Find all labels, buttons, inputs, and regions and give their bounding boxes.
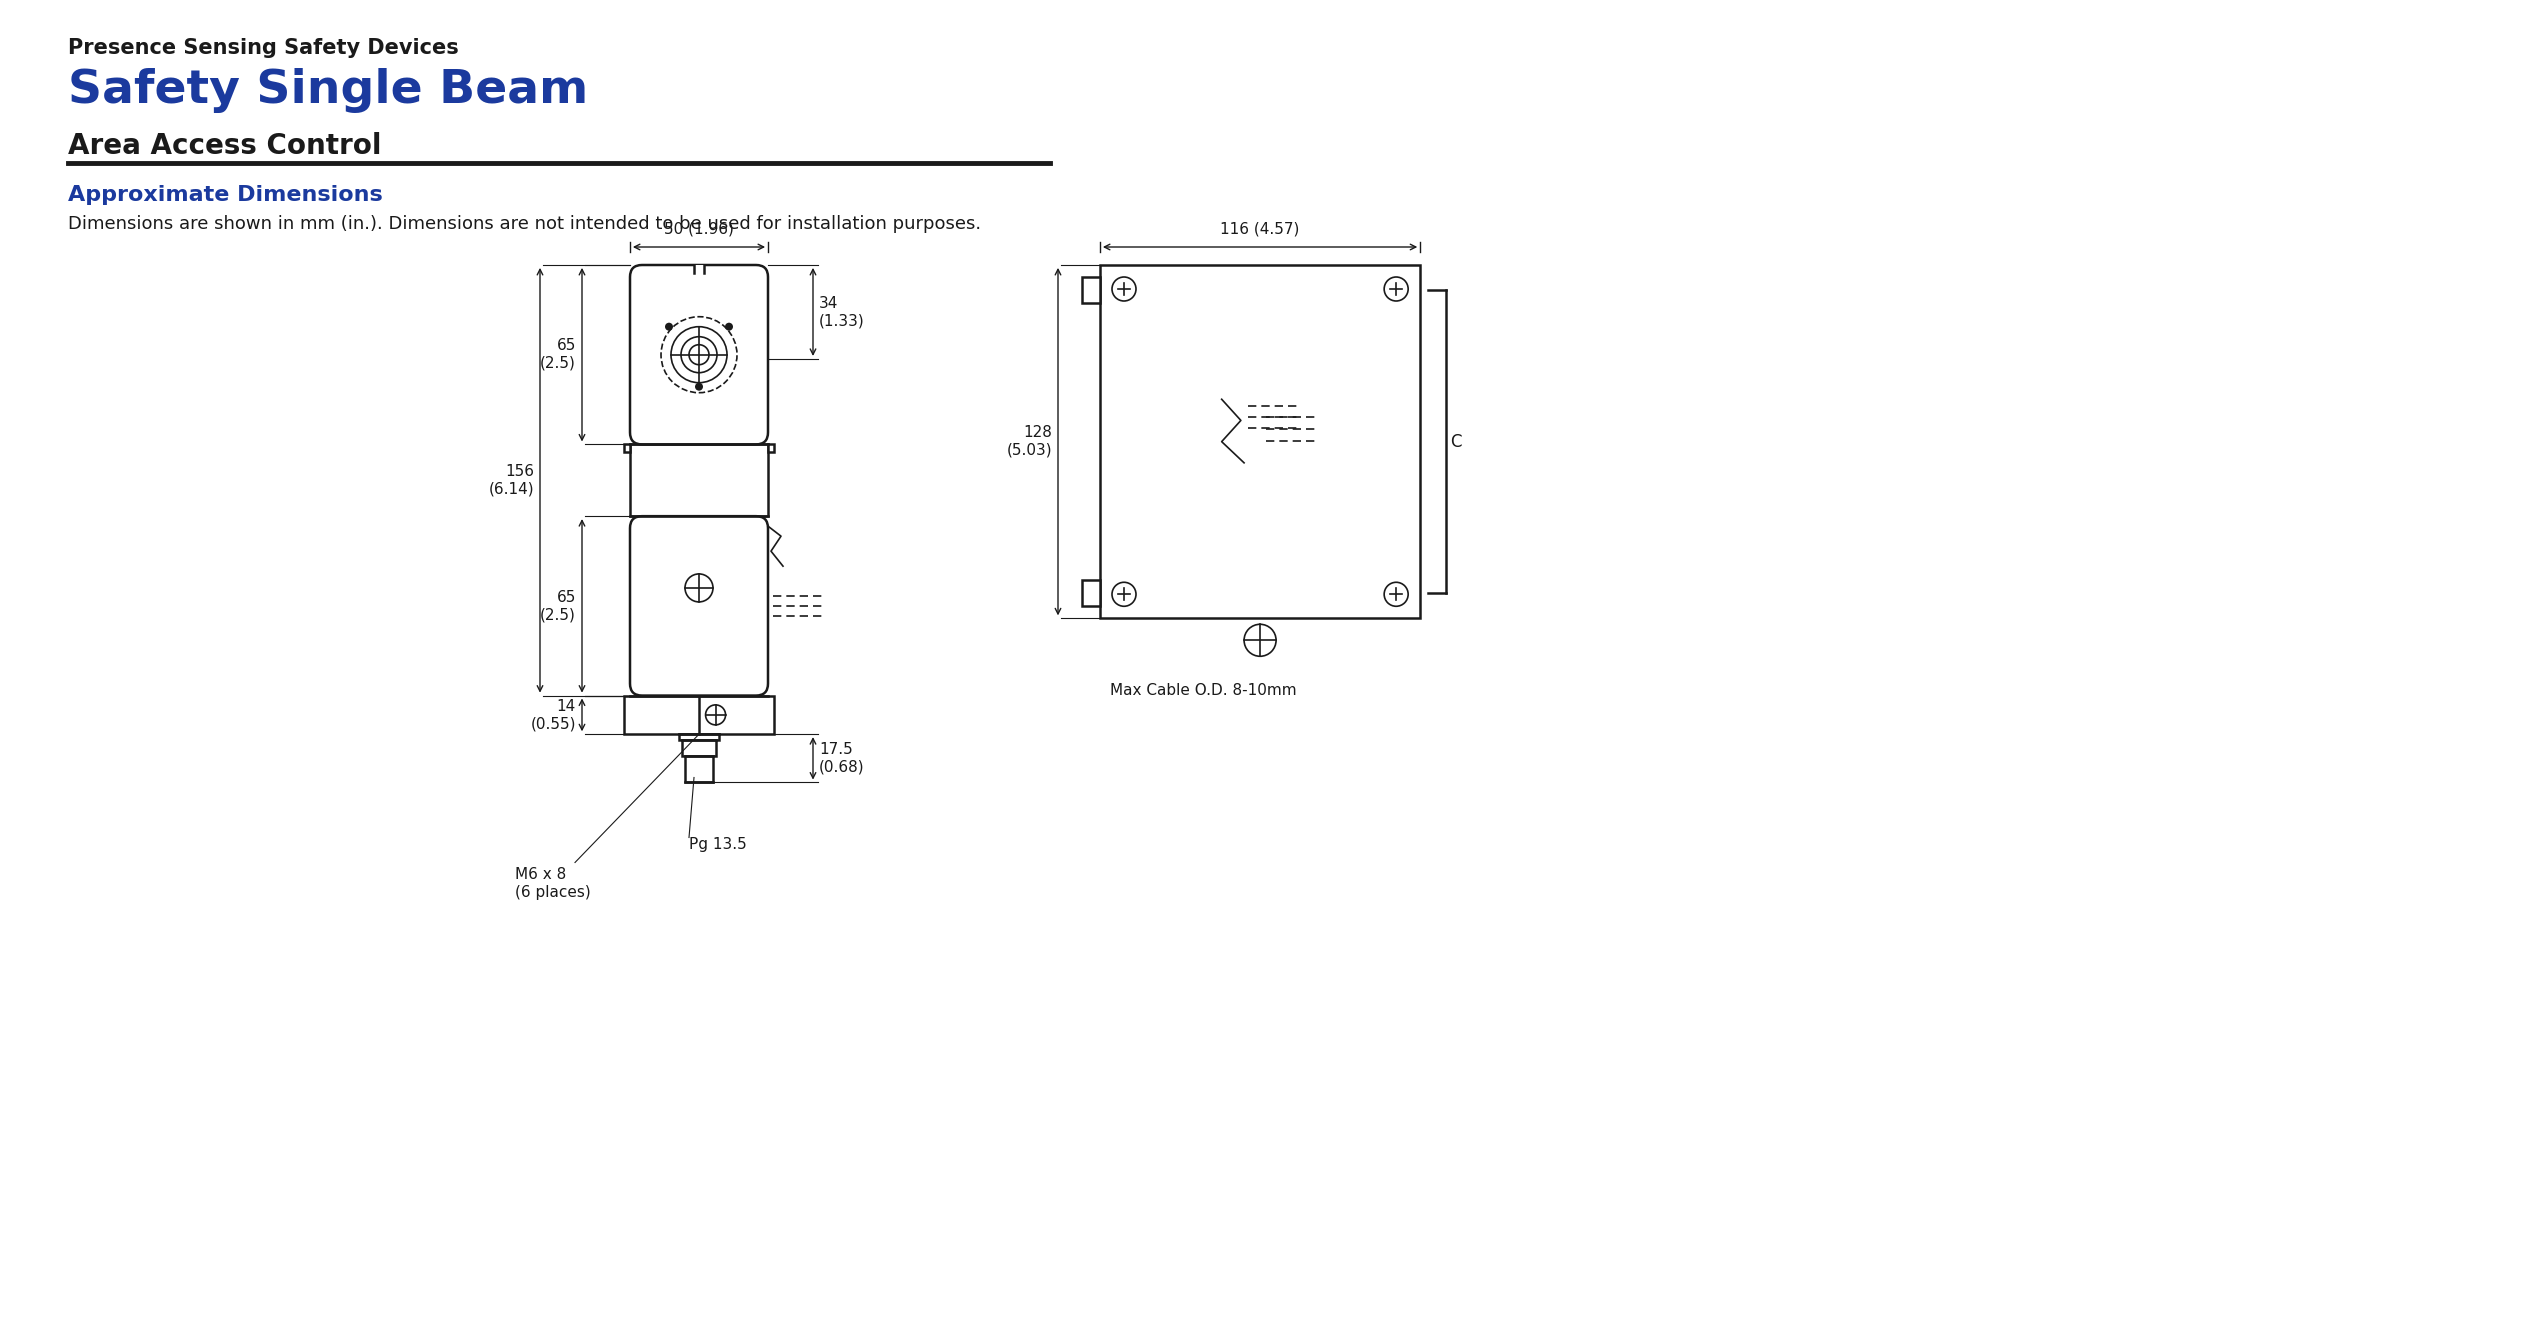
Text: 65
(2.5): 65 (2.5) <box>540 339 575 371</box>
Text: 14
(0.55): 14 (0.55) <box>530 699 575 731</box>
Text: M6 x 8
(6 places): M6 x 8 (6 places) <box>514 868 591 900</box>
Bar <box>769 445 774 452</box>
Bar <box>624 695 774 735</box>
Circle shape <box>695 383 703 390</box>
Text: Safety Single Beam: Safety Single Beam <box>69 69 588 113</box>
Text: 156
(6.14): 156 (6.14) <box>489 464 535 496</box>
Text: Max Cable O.D. 8-10mm: Max Cable O.D. 8-10mm <box>1110 683 1296 698</box>
Bar <box>695 265 705 273</box>
Text: 34
(1.33): 34 (1.33) <box>820 295 866 328</box>
Text: Dimensions are shown in mm (in.). Dimensions are not intended to be used for ins: Dimensions are shown in mm (in.). Dimens… <box>69 215 980 233</box>
Bar <box>680 735 718 740</box>
Bar <box>624 445 629 452</box>
Text: Pg 13.5: Pg 13.5 <box>690 838 746 852</box>
Text: Approximate Dimensions: Approximate Dimensions <box>69 185 382 204</box>
Circle shape <box>726 323 733 331</box>
Text: Presence Sensing Safety Devices: Presence Sensing Safety Devices <box>69 38 458 58</box>
FancyBboxPatch shape <box>629 265 769 445</box>
Bar <box>682 740 715 756</box>
Bar <box>1100 265 1421 619</box>
Bar <box>629 445 769 516</box>
Text: 65
(2.5): 65 (2.5) <box>540 590 575 623</box>
Circle shape <box>665 323 672 331</box>
Text: 128
(5.03): 128 (5.03) <box>1006 426 1051 458</box>
Bar <box>685 756 713 782</box>
Text: Area Access Control: Area Access Control <box>69 132 382 160</box>
FancyBboxPatch shape <box>629 516 769 695</box>
Bar <box>1082 277 1100 303</box>
Text: C: C <box>1451 433 1461 451</box>
Text: 50 (1.96): 50 (1.96) <box>665 222 733 237</box>
Text: 17.5
(0.68): 17.5 (0.68) <box>820 743 866 774</box>
Bar <box>1082 580 1100 607</box>
Text: 116 (4.57): 116 (4.57) <box>1220 222 1301 237</box>
